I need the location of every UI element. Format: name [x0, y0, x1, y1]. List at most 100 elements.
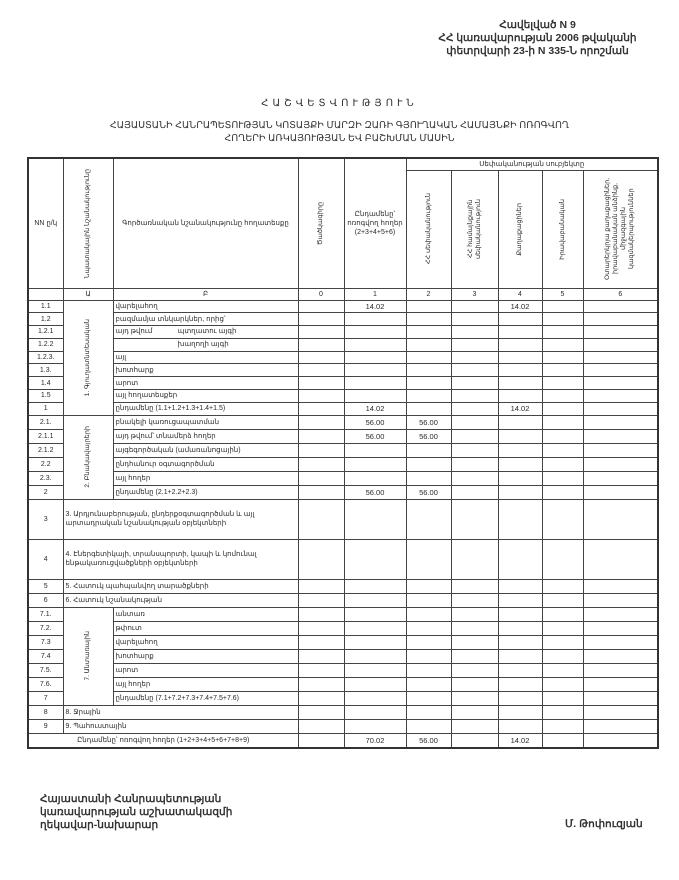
cell-col-2	[405, 350, 452, 365]
row-label: այլ հողեր	[112, 676, 299, 692]
cell-col-0	[297, 401, 345, 416]
cell-col-1: 56.00	[343, 484, 407, 500]
cell-col-3	[450, 337, 499, 352]
cell-col-0	[297, 538, 345, 580]
header-function: Գործառնական նշանակությունը հողատեսքը	[112, 157, 299, 289]
cell-col-6	[582, 704, 659, 720]
grand-total-col-3	[450, 732, 499, 749]
cell-col-5	[541, 299, 584, 314]
cell-col-3	[450, 634, 499, 650]
cell-col-3	[450, 538, 499, 580]
cell-col-0	[297, 363, 345, 378]
table-row: 1.2.3. այլ	[27, 350, 659, 365]
row-label: 9. Պահուստային	[62, 718, 299, 734]
row-label-text: պտղատու այգի	[177, 328, 237, 336]
cell-col-5	[541, 718, 584, 734]
row-number: 2.1.2	[27, 442, 64, 458]
row-label: վարելահող	[112, 299, 299, 314]
row-label: արոտ	[112, 376, 299, 391]
row-number: 1.4	[27, 376, 64, 391]
cell-col-1: 56.00	[343, 414, 407, 430]
row-number: 4	[27, 538, 64, 580]
cell-col-2	[405, 498, 452, 540]
grand-total-col-2: 56.00	[405, 732, 452, 749]
grand-total-col-4: 14.02	[497, 732, 543, 749]
cell-col-4	[497, 389, 543, 403]
table-row: 1.4 արոտ	[27, 376, 659, 391]
row-number: 7.2.	[27, 620, 64, 636]
cell-col-3	[450, 414, 499, 430]
column-number-2: Բ	[112, 287, 299, 301]
cell-col-4: 14.02	[497, 401, 543, 416]
cell-col-2	[405, 690, 452, 706]
grand-total-row: Ընդամենը՝ ոռոգվող հողեր (1+2+3+4+5+6+7+8…	[27, 732, 659, 749]
cell-col-4	[497, 376, 543, 391]
cell-col-0	[297, 648, 345, 664]
header-owner-legal: Իրավաբանական	[541, 169, 584, 289]
cell-col-5	[541, 401, 584, 416]
table-row: 7 ընդամենը (7.1+7.2+7.3+7.4+7.5+7.6)	[27, 690, 659, 706]
row-number: 7.1.	[27, 606, 64, 622]
column-number-7: 4	[497, 287, 543, 301]
cell-col-3	[450, 704, 499, 720]
table-row: 2.3. այլ հողեր	[27, 470, 659, 486]
signatory-name: Մ. Թոփուզյան	[565, 818, 643, 830]
row-number: 6	[27, 592, 64, 608]
table-row: 2.1.2 այգեգործական (ամառանոցային)	[27, 442, 659, 458]
cell-col-3	[450, 350, 499, 365]
cell-col-3	[450, 592, 499, 608]
cell-col-4	[497, 690, 543, 706]
table-row: 7.2. թփուտ	[27, 620, 659, 636]
cell-col-4	[497, 620, 543, 636]
cell-col-6	[582, 337, 659, 352]
cell-col-2: 56.00	[405, 414, 452, 430]
cell-col-2	[405, 299, 452, 314]
row-number: 1.5	[27, 389, 64, 403]
table-row: 7.3 վարելահող	[27, 634, 659, 650]
row-label: այդ թվում՝ տնամերձ հողեր	[112, 428, 299, 444]
cell-col-5	[541, 690, 584, 706]
cell-col-5	[541, 592, 584, 608]
cell-col-5	[541, 634, 584, 650]
row-number: 2.2	[27, 456, 64, 472]
cell-col-4	[497, 578, 543, 594]
subtitle-line-2: ՀՈՂԵՐԻ ԱՌԿԱՅՈՒԹՅԱՆ ԵՎ ԲԱՇԽՄԱՆ ՄԱՍԻՆ	[224, 133, 455, 144]
cell-col-6	[582, 470, 659, 486]
cell-col-1	[343, 634, 407, 650]
row-label: վարելահող	[112, 634, 299, 650]
cell-col-4	[497, 498, 543, 540]
table-row: 3 3. Արդյունաբերության, ընդերքօգտագործման…	[27, 498, 659, 540]
table-row: 8 8. Ջրային	[27, 704, 659, 720]
cell-col-1	[343, 578, 407, 594]
cell-col-5	[541, 662, 584, 678]
group-label: 2. Բնակավայրերի	[62, 414, 114, 500]
cell-col-1	[343, 648, 407, 664]
row-number: 1	[27, 401, 64, 416]
cell-col-4	[497, 325, 543, 339]
header-owner-state: ՀՀ սեփականություն	[405, 169, 452, 289]
cell-col-2	[405, 648, 452, 664]
document-title: ՀԱՇՎԵՏՎՈՒԹՅՈՒՆ	[261, 98, 418, 109]
cell-col-5	[541, 648, 584, 664]
row-label: բնակելի կառուցապատման	[112, 414, 299, 430]
cell-col-5	[541, 676, 584, 692]
cell-col-5	[541, 312, 584, 327]
row-label: այլ	[112, 350, 299, 365]
table-row: 4 4. Էներգետիկայի, տրանսպորտի, կապի և կոմ…	[27, 538, 659, 580]
cell-col-6	[582, 325, 659, 339]
group-label: 7. Անտառային	[62, 606, 114, 706]
row-label: այլ հողատեսքեր	[112, 389, 299, 403]
table-row: 1.2 բազմամյա տնկարկներ, որից՝	[27, 312, 659, 327]
row-number: 1.3.	[27, 363, 64, 378]
header-ownership: Սեփականության սուբյեկտը	[405, 157, 659, 171]
cell-col-2	[405, 718, 452, 734]
cell-col-1	[343, 498, 407, 540]
cell-col-2	[405, 662, 452, 678]
cell-col-1: 14.02	[343, 401, 407, 416]
cell-col-4	[497, 470, 543, 486]
cell-col-6	[582, 648, 659, 664]
cell-col-5	[541, 470, 584, 486]
row-label: բազմամյա տնկարկներ, որից՝	[112, 312, 299, 327]
cell-col-0	[297, 690, 345, 706]
column-number-0	[27, 287, 64, 301]
